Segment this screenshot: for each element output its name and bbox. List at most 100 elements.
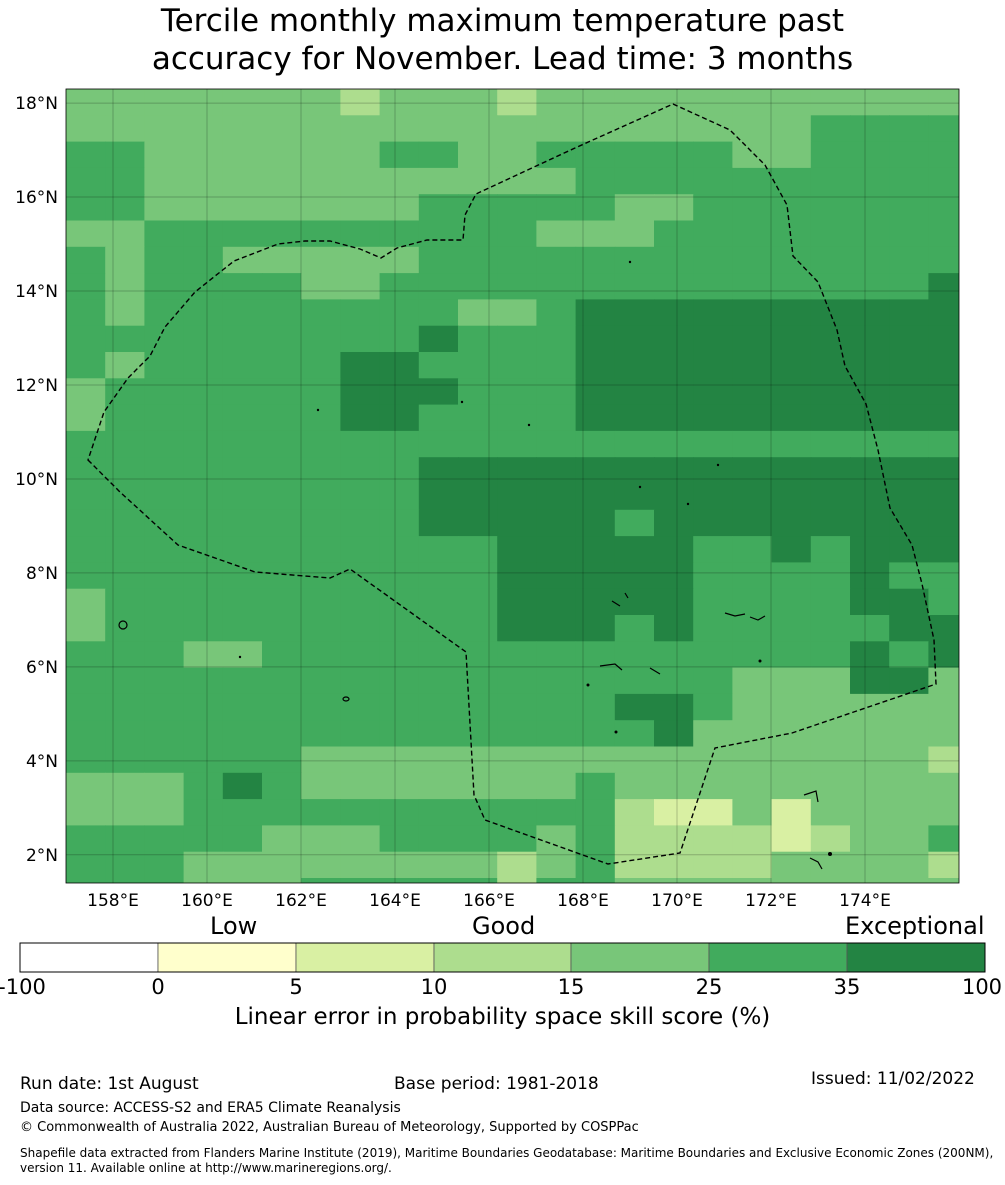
grid-cell (575, 641, 616, 669)
grid-cell (183, 141, 224, 169)
island (527, 423, 531, 427)
grid-cell (810, 562, 851, 590)
grid-cell (654, 141, 694, 169)
grid-cell (575, 246, 616, 274)
grid-cell (183, 509, 224, 537)
grid-cell (850, 167, 890, 195)
grid-cell (693, 273, 733, 300)
lon-tick-label: 166°E (463, 891, 515, 911)
grid-cell (222, 746, 263, 774)
grid-cell (66, 404, 106, 432)
grid-cell (144, 299, 185, 327)
grid-cell (497, 404, 537, 432)
grid-cell (340, 483, 381, 511)
grid-cell (850, 220, 890, 248)
grid-cell (693, 194, 733, 222)
grid-cell (379, 299, 420, 327)
grid-cell (693, 641, 733, 669)
grid-cell (144, 430, 185, 458)
grid-cell (262, 746, 302, 774)
grid-cell (771, 878, 812, 883)
grid-cell (536, 89, 577, 116)
grid-cell (418, 141, 459, 169)
island (686, 502, 690, 506)
grid-cell (340, 404, 381, 432)
grid-cell (614, 167, 655, 195)
grid-cell (889, 615, 929, 642)
grid-cell (105, 667, 145, 695)
grid-cell (262, 352, 302, 379)
grid-cell (262, 273, 302, 300)
grid-cell (732, 772, 773, 800)
lat-tick-label: 10°N (15, 470, 58, 490)
grid-cell (66, 246, 106, 274)
grid-cell (614, 536, 655, 563)
grid-cell (66, 141, 106, 169)
grid-cell (536, 246, 577, 274)
grid-cell (105, 536, 145, 563)
grid-cell (810, 141, 851, 169)
grid-cell (889, 693, 929, 721)
grid-cell (458, 404, 498, 432)
grid-cell (183, 115, 224, 143)
grid-cell (536, 799, 577, 826)
grid-cell (379, 220, 420, 248)
colorbar (19, 942, 986, 973)
grid-cell (575, 562, 616, 590)
grid-cell (614, 720, 655, 748)
grid-cell (810, 194, 851, 222)
grid-cell (693, 878, 733, 883)
grid-cell (850, 693, 890, 721)
grid-cell (732, 89, 773, 116)
grid-cell (66, 89, 106, 116)
grid-cell (889, 115, 929, 143)
grid-cell (771, 352, 812, 379)
grid-cell (536, 588, 577, 616)
grid-cell (575, 378, 616, 406)
grid-cell (144, 772, 185, 800)
grid-cell (66, 352, 106, 379)
grid-cell (340, 667, 381, 695)
grid-cell (262, 457, 302, 485)
grid-cell (222, 141, 263, 169)
grid-cell (732, 483, 773, 511)
grid-cell (458, 141, 498, 169)
grid-cell (262, 878, 302, 883)
grid-cell (458, 851, 498, 879)
colorbar-outline (19, 942, 986, 973)
grid-cell (536, 141, 577, 169)
grid-cell (183, 799, 224, 826)
grid-cell (771, 141, 812, 169)
grid-cell (379, 457, 420, 485)
lon-tick-label: 162°E (275, 891, 327, 911)
grid-cell (693, 220, 733, 248)
grid-cell (418, 562, 459, 590)
grid-cell (144, 325, 185, 353)
grid-cell (654, 246, 694, 274)
grid-cell (497, 562, 537, 590)
grid-cell (222, 825, 263, 853)
grid-cell (301, 667, 341, 695)
grid-cell (458, 799, 498, 826)
shapefile-credit-line-1: Shapefile data extracted from Flanders M… (20, 1146, 994, 1160)
grid-cell (301, 430, 341, 458)
grid-cell (458, 115, 498, 143)
grid-cell (183, 378, 224, 406)
grid-cell (458, 562, 498, 590)
title-line-1: Tercile monthly maximum temperature past (160, 3, 845, 39)
grid-cell (497, 825, 537, 853)
grid-cell (654, 878, 694, 883)
grid-cell (66, 457, 106, 485)
grid-cell (340, 89, 381, 116)
grid-cell (654, 325, 694, 353)
grid-cell (497, 457, 537, 485)
grid-cell (771, 404, 812, 432)
grid-cell (379, 746, 420, 774)
grid-cell (928, 194, 959, 222)
grid-cell (928, 562, 959, 590)
grid-cell (301, 693, 341, 721)
skill-score-grid (66, 89, 959, 883)
grid-cell (575, 667, 616, 695)
island (460, 400, 464, 404)
grid-cell (183, 273, 224, 300)
